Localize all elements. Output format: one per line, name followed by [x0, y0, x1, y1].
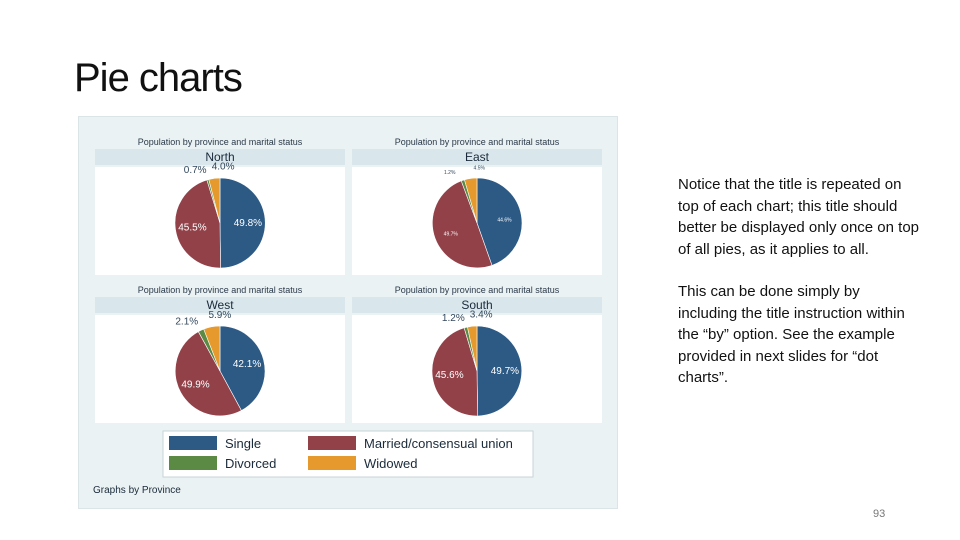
legend-label: Single	[225, 436, 261, 451]
panel-subtitle: West	[206, 298, 234, 312]
panel-strip	[95, 149, 345, 165]
pie-slice-single	[219, 325, 266, 411]
pie-slice-single	[476, 177, 523, 266]
paragraph-2: This can be done simply by including the…	[678, 283, 905, 386]
legend-swatch	[169, 436, 217, 450]
pie-slice-married-consensual-union	[432, 180, 493, 269]
pie-data-label: 49.9%	[181, 379, 209, 390]
panel-strip	[352, 297, 602, 313]
pie-chart-figure: Population by province and marital statu…	[78, 116, 618, 509]
legend-label: Married/consensual union	[364, 436, 513, 451]
pie-charts-svg: Population by province and marital statu…	[93, 137, 602, 496]
pie-data-label: 4.5%	[474, 166, 486, 172]
pie-data-label: 45.5%	[178, 222, 206, 233]
pie-data-label: 2.1%	[175, 316, 198, 327]
pie-data-label: 1.2%	[442, 313, 465, 324]
pie-slice-widowed	[208, 177, 221, 224]
legend-label: Widowed	[364, 456, 417, 471]
pie-data-label: 3.4%	[470, 309, 493, 320]
panel-strip	[352, 149, 602, 165]
chart-title: Population by province and marital statu…	[138, 285, 303, 295]
pie-slice-single	[219, 177, 266, 269]
pie-data-label: 4.0%	[212, 162, 235, 173]
panel-strip	[95, 297, 345, 313]
panel-subtitle: East	[465, 150, 490, 164]
pie-data-label: 42.1%	[233, 359, 261, 370]
chart-title: Population by province and marital statu…	[395, 285, 560, 295]
pie-data-label: 5.9%	[208, 310, 231, 321]
pie-data-label: 49.8%	[234, 218, 262, 229]
slide-title: Pie charts	[74, 56, 243, 100]
pie-data-label: 49.7%	[444, 232, 459, 238]
panel-subtitle: North	[205, 150, 234, 164]
panel-subtitle: South	[461, 298, 492, 312]
pie-data-label: 0.7%	[184, 165, 207, 176]
pie-data-label: 45.6%	[435, 370, 463, 381]
pie-slice-married-consensual-union	[174, 179, 221, 269]
legend-swatch	[169, 456, 217, 470]
paragraph-1: Notice that the title is repeated on top…	[678, 176, 920, 258]
legend-swatch	[308, 456, 356, 470]
slide-body: Notice that the title is repeated on top…	[678, 174, 923, 410]
chart-title: Population by province and marital statu…	[395, 137, 560, 147]
graphs-by-note: Graphs by Province	[93, 485, 181, 496]
pie-slice-married-consensual-union	[174, 331, 242, 417]
pie-slice-single	[476, 325, 523, 417]
pie-slice-widowed	[203, 325, 221, 372]
pie-data-label: 49.7%	[491, 366, 519, 377]
page-number: 93	[873, 508, 886, 520]
pie-data-label: 1.2%	[444, 170, 456, 176]
legend-swatch	[308, 436, 356, 450]
pie-slice-married-consensual-union	[431, 327, 479, 417]
legend-label: Divorced	[225, 456, 276, 471]
pie-slice-widowed	[467, 325, 478, 372]
pie-data-label: 44.6%	[497, 217, 512, 223]
pie-slice-widowed	[464, 177, 478, 224]
chart-title: Population by province and marital statu…	[138, 137, 303, 147]
